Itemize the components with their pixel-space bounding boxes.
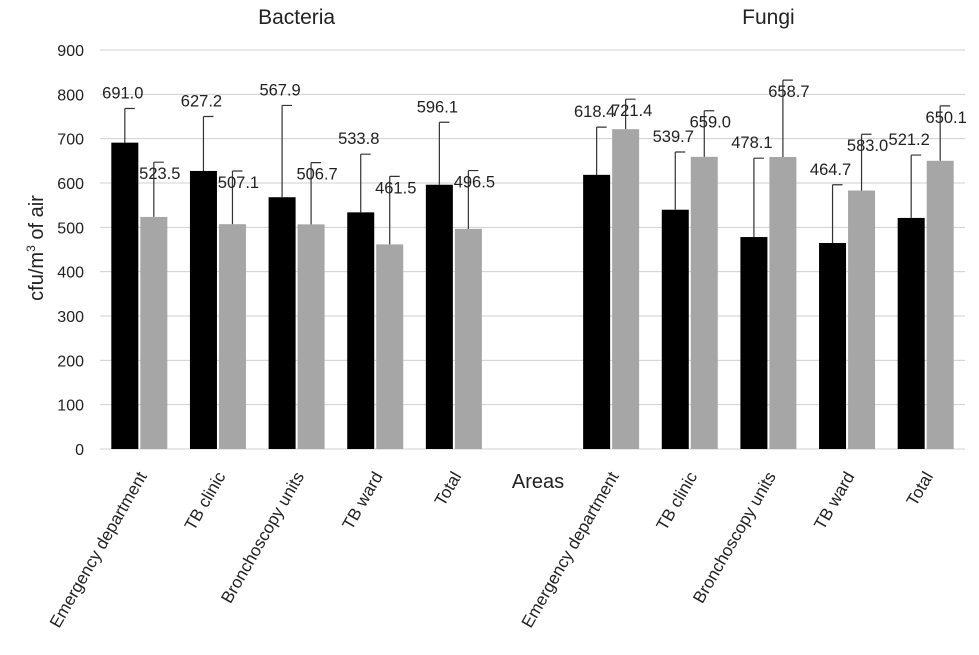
y-axis-ticks: 0 100 200 300 400 500 600 700 800 900 (57, 43, 84, 459)
data-label: 507.1 (218, 174, 259, 192)
error-bar (124, 107, 135, 143)
bar (612, 129, 640, 450)
y-tick-label: 300 (57, 309, 84, 326)
category-label: TB ward (339, 469, 387, 533)
data-label: 496.5 (454, 174, 495, 192)
bar (583, 174, 611, 450)
y-tick-label: 900 (57, 43, 84, 60)
data-label: 533.8 (338, 130, 379, 148)
error-bar (910, 154, 922, 218)
data-label: 506.7 (296, 166, 337, 184)
bar (347, 212, 375, 449)
bar (690, 156, 718, 450)
y-axis-title-rest: of air (26, 195, 48, 245)
category-label: Total (431, 469, 465, 510)
error-bar (231, 170, 243, 225)
error-bar (153, 161, 164, 217)
bar (140, 216, 168, 449)
data-label: 567.9 (259, 81, 300, 99)
category-label: TB ward (810, 469, 858, 533)
data-label: 596.1 (417, 98, 458, 116)
error-bar (674, 151, 686, 210)
bar (111, 142, 139, 449)
group-titles: Bacteria Fungi (258, 6, 795, 29)
error-bar (389, 175, 400, 245)
error-bar (939, 105, 951, 161)
data-label: 583.0 (847, 137, 888, 155)
y-axis-title-superscript: 3 (24, 245, 38, 252)
category-label: TB clinic (653, 468, 702, 534)
category-label: Emergency department (46, 468, 151, 631)
y-axis-title-main: cfu/m (26, 252, 48, 301)
bar (819, 242, 847, 449)
data-label: 618.4 (574, 103, 615, 121)
error-bar (625, 98, 636, 130)
data-label: 539.7 (653, 128, 694, 146)
data-label: 464.7 (810, 161, 851, 179)
error-bar (467, 169, 479, 229)
bar (189, 170, 217, 449)
category-label: TB clinic (181, 468, 230, 534)
y-tick-label: 600 (57, 176, 84, 193)
error-bar (753, 157, 764, 238)
y-tick-label: 200 (57, 353, 84, 370)
data-label: 658.7 (768, 83, 809, 101)
y-tick-label: 800 (57, 87, 84, 104)
error-bar (703, 110, 715, 157)
error-bar (831, 184, 843, 243)
bar (268, 197, 296, 449)
bar (661, 209, 689, 449)
y-tick-label: 700 (57, 132, 84, 149)
category-label: Bronchoscopy units (217, 469, 308, 607)
data-label: 659.0 (690, 114, 731, 132)
error-bars (124, 79, 951, 245)
error-bar (281, 104, 293, 198)
data-label: 521.2 (889, 131, 930, 149)
error-bar (782, 79, 793, 157)
bar (769, 156, 797, 450)
y-axis-title: cfu/m3 of air (24, 195, 48, 301)
bars (111, 129, 954, 450)
bar (425, 184, 453, 449)
x-axis-title: Areas (512, 471, 564, 493)
bar (376, 244, 404, 449)
error-bar (360, 153, 371, 213)
group-title-fungi: Fungi (742, 6, 795, 29)
y-tick-label: 0 (75, 442, 84, 459)
data-label: 721.4 (611, 102, 652, 120)
category-label: Total (903, 469, 937, 510)
bar (297, 224, 325, 449)
y-tick-label: 500 (57, 220, 84, 237)
bar (454, 228, 482, 449)
group-title-bacteria: Bacteria (258, 6, 335, 29)
error-bar (860, 133, 872, 191)
bar (926, 160, 954, 449)
data-label: 650.1 (926, 109, 967, 127)
bar (848, 190, 876, 449)
error-bar (202, 115, 214, 171)
category-labels: Emergency department TB clinicBronchoscop… (46, 468, 937, 631)
bar (740, 237, 768, 449)
data-label: 691.0 (102, 85, 143, 103)
y-tick-label: 100 (57, 398, 84, 415)
y-tick-label: 400 (57, 265, 84, 282)
data-label: 523.5 (139, 165, 180, 183)
data-label: 478.1 (731, 134, 772, 152)
bar (218, 224, 246, 449)
bar (897, 217, 925, 449)
error-bar (438, 121, 450, 185)
category-label: Bronchoscopy units (689, 469, 780, 607)
error-bar (310, 162, 322, 225)
data-label: 627.2 (181, 93, 222, 111)
data-label: 461.5 (375, 179, 416, 197)
error-bar (596, 126, 607, 175)
